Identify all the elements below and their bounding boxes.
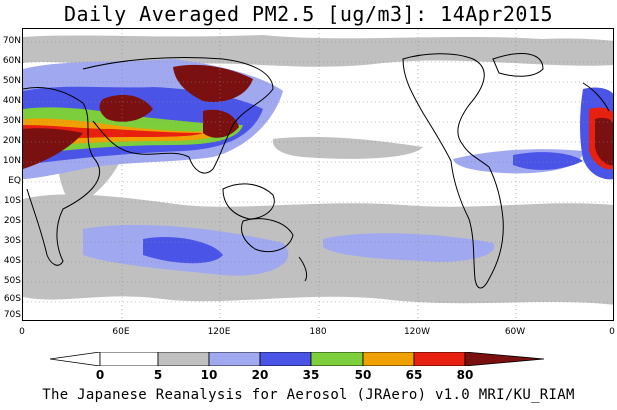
pm25-field-africa-east [580,87,613,180]
colorbar-label-5: 5 [153,368,163,382]
colorbar-label-80: 80 [456,368,474,382]
colorbar-label-10: 10 [200,368,218,382]
map-canvas [23,29,613,320]
pm25-field-low [23,35,613,305]
lat-label-50s: 50S [3,276,21,286]
lat-label-40n: 40N [2,96,21,106]
lat-label-20n: 20N [2,136,21,146]
colorbar-swatch-above-80 [464,352,545,366]
colorbar-label-50: 50 [354,368,372,382]
lat-label-20s: 20S [3,216,21,226]
lat-label-eq: EQ [8,176,21,186]
footer-credit: The Japanese Reanalysis for Aerosol (JRA… [42,387,575,403]
colorbar-swatch-5-10 [157,352,210,366]
lon-label-60w: 60W [504,327,526,337]
lat-label-40s: 40S [3,256,21,266]
map-title: Daily Averaged PM2.5 [ug/m3]: 14Apr2015 [63,2,554,26]
lon-label-120w: 120W [403,327,431,337]
pm25-map [22,28,614,321]
lon-label-180: 180 [309,327,327,337]
lat-label-10n: 10N [2,156,21,166]
colorbar-label-20: 20 [251,368,269,382]
colorbar-label-0: 0 [95,368,105,382]
colorbar-swatch-0-5 [99,352,159,366]
colorbar-swatch-20-35 [259,352,312,366]
lat-label-70n: 70N [2,36,21,46]
coastlines [23,53,610,289]
colorbar-swatch-50-65 [362,352,415,366]
lon-label-120e: 120E [207,327,231,337]
lat-label-70s: 70S [3,310,21,320]
colorbar-swatch-10-20 [208,352,261,366]
lat-label-10s: 10S [3,196,21,206]
colorbar-label-35: 35 [302,368,320,382]
colorbar-swatch-below-0 [50,352,101,366]
pm25-field-asia [23,59,283,179]
colorbar-swatch-35-50 [310,352,364,366]
lat-label-30s: 30S [3,236,21,246]
map-gridlines [23,29,613,320]
colorbar-swatch-65-80 [413,352,466,366]
colorbar-label-65: 65 [405,368,423,382]
colorbar [50,352,545,366]
lat-label-60n: 60N [2,56,21,66]
lon-label-0-west: 0 [19,327,25,337]
lon-label-0-east: 0 [609,327,615,337]
lat-label-60s: 60S [3,294,21,304]
lat-label-50n: 50N [2,76,21,86]
lat-label-30n: 30N [2,116,21,126]
lon-label-60e: 60E [112,327,130,337]
